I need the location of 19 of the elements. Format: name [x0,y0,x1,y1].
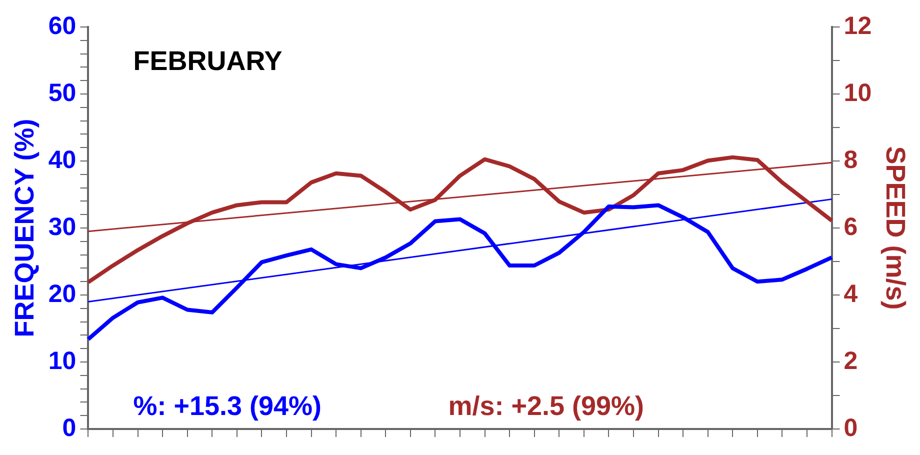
y2-tick-label: 4 [844,280,858,308]
annotation: m/s: +2.5 (99%) [448,391,644,421]
y-tick-label: 0 [62,414,76,442]
y-tick-label: 50 [48,78,76,107]
y-tick-label: 20 [48,280,76,308]
y2-axis-title: SPEED (m/s) [880,146,910,310]
y2-tick-label: 8 [844,146,858,174]
text: FEBRUARY [133,46,282,76]
y2-tick-label: 12 [844,12,872,40]
y-tick-label: 60 [48,12,76,40]
y-tick-label: 10 [48,346,76,375]
y-tick-label: 40 [48,146,76,174]
y2-tick-label: 10 [844,78,872,107]
annotation: %: +15.3 (94%) [133,391,322,421]
y-tick-label: 30 [48,212,76,241]
y2-tick-label: 2 [844,346,858,375]
y2-tick-label: 6 [844,212,858,241]
y-axis-title: FREQUENCY (%) [10,118,40,338]
y2-tick-label: 0 [844,414,858,442]
